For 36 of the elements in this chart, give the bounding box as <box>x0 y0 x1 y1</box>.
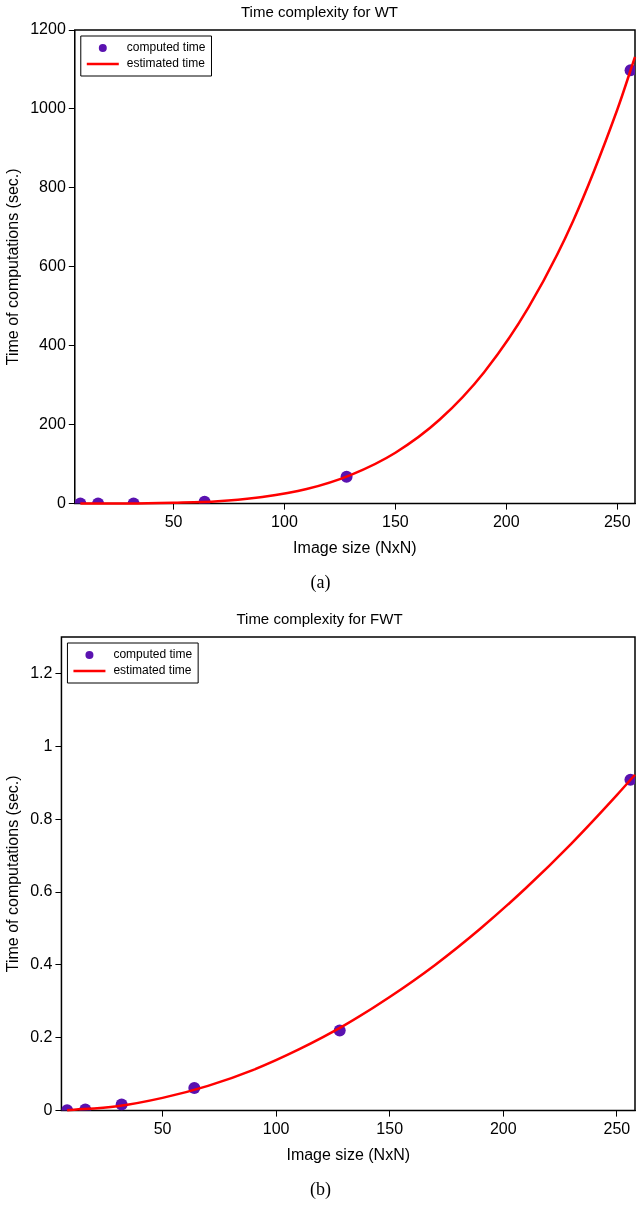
y-tick-label: 1200 <box>30 20 66 38</box>
x-tick-label: 50 <box>164 512 183 530</box>
x-tick-label: 50 <box>153 1119 172 1137</box>
x-tick-label: 150 <box>382 512 409 530</box>
y-tick-label: 600 <box>39 257 66 275</box>
y-tick-label: 400 <box>39 336 66 354</box>
y-tick-label: 200 <box>39 415 66 433</box>
y-tick-label: 0.4 <box>30 955 53 973</box>
y-tick-label: 800 <box>39 178 66 196</box>
text: (b) <box>309 1179 332 1200</box>
x-tick-label: 150 <box>376 1119 404 1137</box>
y-tick-label: 0.8 <box>30 809 53 827</box>
chart-title: Time complexity for WT <box>241 3 398 21</box>
x-axis-title: Image size (NxN) <box>293 538 417 556</box>
legend-label: computed time <box>126 40 206 55</box>
x-tick-label: 100 <box>271 512 298 530</box>
chart-title: Time complexity for FWT <box>236 610 403 628</box>
x-axis-title: Image size (NxN) <box>286 1145 411 1163</box>
x-tick-label: 250 <box>603 512 631 530</box>
y-tick-label: 1000 <box>30 99 66 117</box>
x-tick-label: 100 <box>262 1119 290 1137</box>
legend-label: estimated time <box>126 56 206 71</box>
legend-label: estimated time <box>113 663 192 678</box>
text: (a) <box>309 572 332 593</box>
y-tick-label: 0 <box>56 494 66 512</box>
y-tick-label: 0.6 <box>30 882 53 900</box>
y-tick-label: 0 <box>43 1101 53 1119</box>
y-tick-label: 1 <box>43 736 53 754</box>
y-axis-title: Time of computations (sec.) <box>4 168 22 366</box>
legend-label: computed time <box>113 647 193 662</box>
y-axis-title: Time of computations (sec.) <box>4 775 22 973</box>
x-tick-label: 200 <box>489 1119 517 1137</box>
y-tick-label: 0.2 <box>30 1028 53 1046</box>
x-tick-label: 200 <box>492 512 520 530</box>
x-tick-label: 250 <box>603 1119 631 1137</box>
y-tick-label: 1.2 <box>30 663 53 681</box>
